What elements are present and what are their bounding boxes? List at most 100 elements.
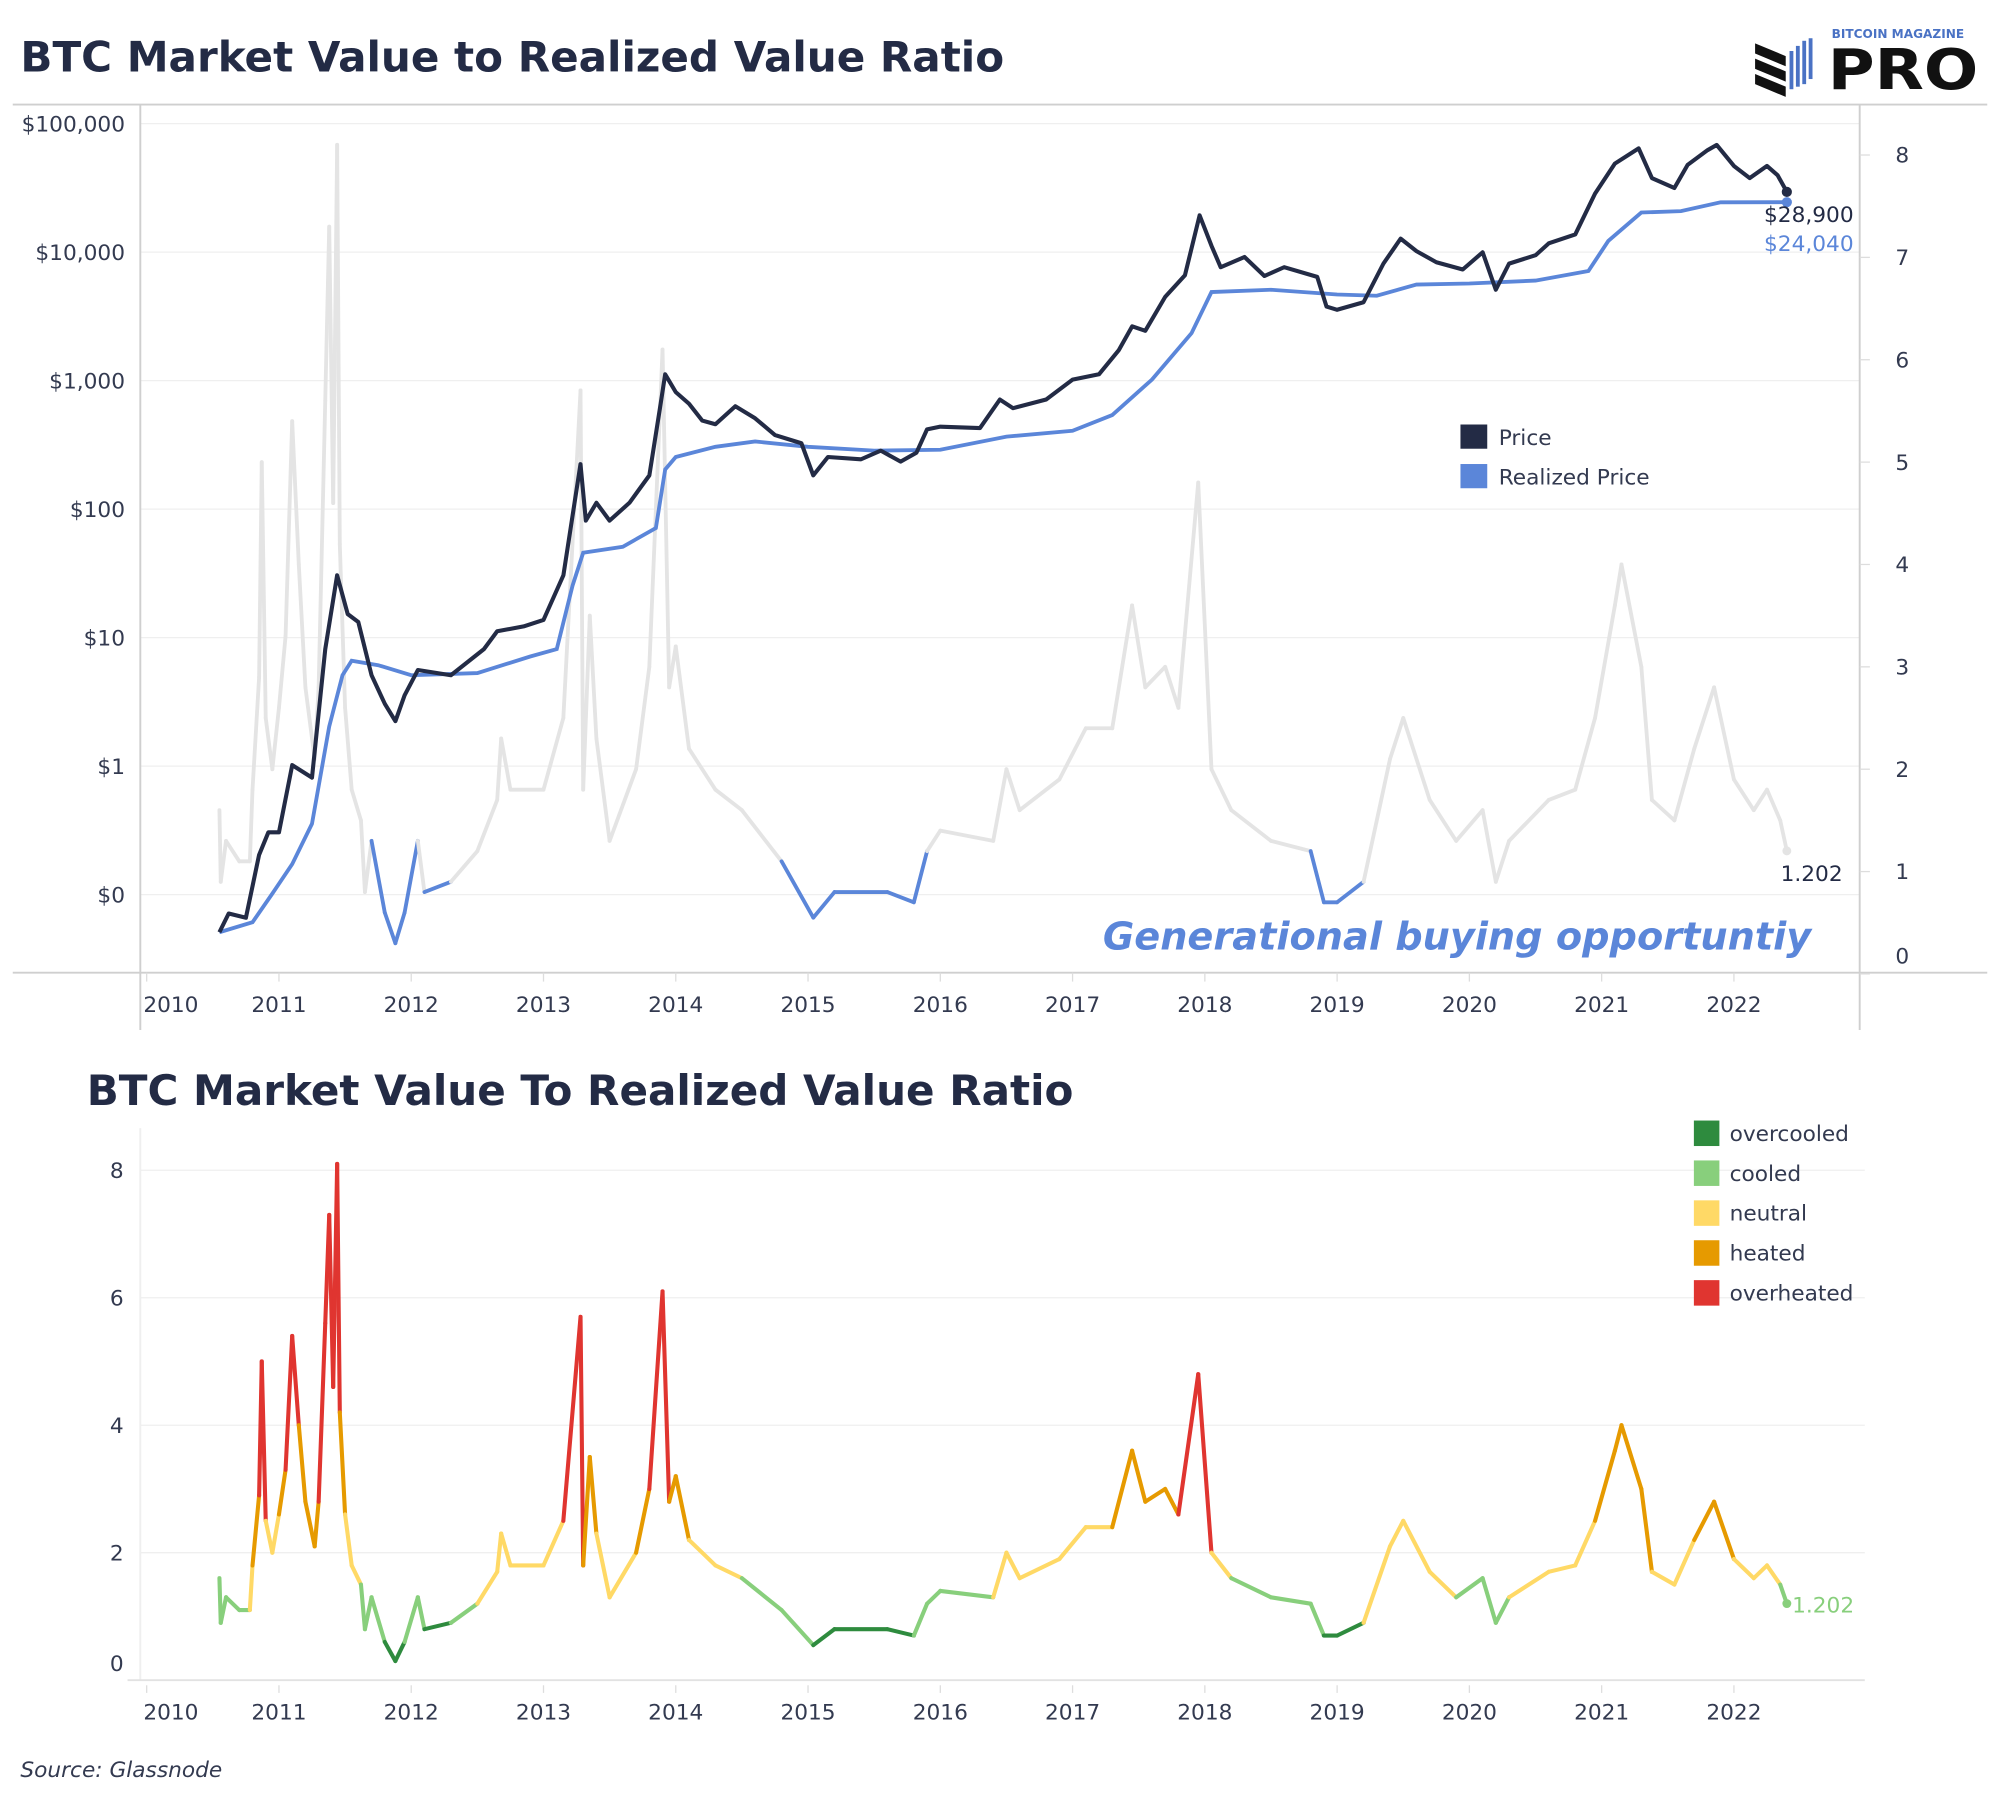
y-tick-label: $100,000 <box>22 112 125 137</box>
mvrv-segment <box>1454 1576 1485 1600</box>
last-ratio-label: 1.202 <box>1781 862 1843 887</box>
mvrv-segment <box>1619 1423 1644 1491</box>
x-tick-label: 2011 <box>251 993 306 1018</box>
mvrv-segment <box>337 542 348 710</box>
mvrv-segment <box>218 838 228 884</box>
logo-stripes-icon <box>1755 38 1813 97</box>
mvrv-segment <box>686 1537 718 1568</box>
mvrv-segment <box>1639 1486 1654 1574</box>
mvrv-segment <box>393 1639 407 1664</box>
mvrv-segment <box>250 675 262 792</box>
mvrv-segment <box>1507 798 1551 843</box>
mvrv-segment <box>811 1627 837 1648</box>
mvrv-segment <box>259 460 268 720</box>
mvrv-segment <box>270 1512 281 1555</box>
y2-tick-label: 5 <box>1895 451 1909 476</box>
x-tick-label: 2015 <box>780 1701 835 1726</box>
mvrv-segment <box>1229 1576 1274 1600</box>
last-price-label: $28,900 <box>1764 203 1854 228</box>
mvrv-segment <box>1612 1423 1624 1453</box>
mvrv-segment <box>382 1639 398 1664</box>
mvrv-segment <box>1593 1448 1617 1523</box>
legend-label-neutral: neutral <box>1730 1202 1807 1227</box>
mvrv-segment <box>1454 808 1485 843</box>
mvrv-segment <box>415 1595 427 1632</box>
y2-tick-label: 6 <box>1895 348 1909 373</box>
y-tick-label: $10,000 <box>35 241 125 266</box>
x-tick-label: 2017 <box>1045 1701 1100 1726</box>
x-tick-label: 2021 <box>1574 1701 1629 1726</box>
mvrv-segment <box>499 1531 513 1568</box>
ratio-end-point <box>1782 846 1792 856</box>
y-tick-label: $0 <box>97 883 125 908</box>
mvrv-segment <box>475 1569 500 1606</box>
x-tick-label: 2022 <box>1706 1701 1761 1726</box>
mvrv-segment <box>296 562 308 690</box>
x-tick-label: 2015 <box>780 993 835 1018</box>
mvrv-segment <box>495 736 504 802</box>
y-tick-label: 0 <box>110 1652 124 1677</box>
mvrv-segment <box>1130 1448 1148 1504</box>
x-tick-label: 2020 <box>1442 1701 1497 1726</box>
mvrv-segment <box>607 1550 639 1600</box>
mvrv-segment <box>448 1601 480 1625</box>
y2-tick-label: 4 <box>1895 553 1909 578</box>
x-tick-label: 2019 <box>1310 993 1365 1018</box>
mvrv-segment <box>1209 767 1234 813</box>
y-tick-label: $10 <box>84 626 125 651</box>
mvrv-segment <box>779 1608 816 1648</box>
legend-swatch-overheated <box>1693 1280 1720 1306</box>
mvrv-segment <box>673 644 691 751</box>
mvrv-segment <box>369 838 387 915</box>
y-tick-label: $1,000 <box>49 369 125 394</box>
mvrv-segment <box>1778 818 1789 853</box>
mvrv-segment <box>1507 1569 1551 1600</box>
mvrv-segment <box>335 1161 342 1415</box>
mvrv-segment <box>1692 685 1717 751</box>
mvrv-segment <box>1110 1448 1135 1530</box>
mvrv-segment <box>369 1595 387 1644</box>
mvrv-segment <box>1546 787 1578 802</box>
mvrv-segment <box>422 1620 453 1632</box>
x-tick-label: 2013 <box>516 993 571 1018</box>
mvrv-segment <box>634 1486 652 1555</box>
mvrv-segment <box>303 1499 317 1549</box>
mvrv-segment <box>270 705 281 772</box>
mvrv-segment <box>634 664 652 772</box>
mvrv-segment <box>1401 716 1432 802</box>
mvrv-segment <box>1639 664 1654 802</box>
mvrv-segment <box>779 859 816 920</box>
mvrv-segment <box>1712 1499 1736 1562</box>
mvrv-segment <box>561 1314 583 1523</box>
mvrv-segment <box>647 1289 665 1491</box>
legend-swatch-overcooled <box>1693 1120 1720 1147</box>
mvrv-segment <box>1361 1544 1393 1625</box>
mvrv-segment <box>1765 787 1783 823</box>
legend-label-overheated: overheated <box>1730 1282 1854 1307</box>
mvrv-segment <box>1004 1550 1022 1581</box>
price-chart: $100,000 $10,000 $1,000 $100 $10 $1 $0 8 7 6 5 4 3 2 1… <box>12 103 1988 1031</box>
mvrv-segment <box>290 1333 301 1428</box>
mvrv-segment <box>1229 808 1273 843</box>
mvrv-segment <box>1649 1569 1677 1587</box>
legend-swatch-neutral <box>1693 1200 1720 1226</box>
realized-price-line <box>218 200 1787 935</box>
x-tick-label: 2017 <box>1045 993 1100 1018</box>
mvrv-segment <box>422 879 453 894</box>
mvrv-segment <box>1480 808 1498 884</box>
mvrv-segment <box>1017 1557 1062 1581</box>
mvrv-segment <box>1163 1486 1181 1517</box>
mvrv-segment <box>1268 1595 1313 1606</box>
mvrv-segment <box>581 613 592 792</box>
mvrv-segment <box>358 1582 367 1632</box>
x-tick-label: 2012 <box>384 993 439 1018</box>
mvrv-segment <box>250 1493 262 1568</box>
mvrv-segment <box>1335 879 1366 905</box>
mvrv-segment <box>541 716 566 792</box>
x-tick-label: 2021 <box>1574 993 1629 1018</box>
mvrv-segment <box>1176 1372 1201 1517</box>
legend-swatch-heated <box>1693 1240 1720 1266</box>
x-tick-label: 2020 <box>1442 993 1497 1018</box>
mvrv-segment <box>382 910 398 946</box>
legend-label-heated: heated <box>1730 1242 1806 1267</box>
